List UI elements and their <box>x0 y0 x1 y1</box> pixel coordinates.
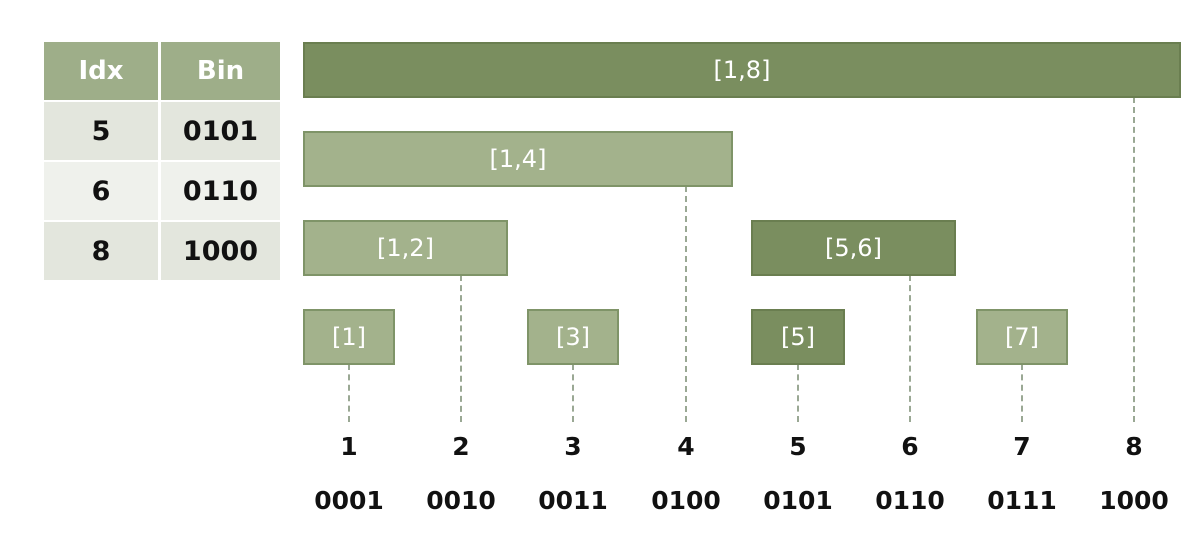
binary-label: 0101 <box>763 486 833 515</box>
connector-line-8 <box>1133 97 1135 422</box>
connector-line-1 <box>348 364 350 422</box>
binary-label: 0001 <box>314 486 384 515</box>
index-label: 5 <box>789 432 807 461</box>
idx-cell: 6 <box>44 162 158 220</box>
binary-label: 1000 <box>1099 486 1169 515</box>
index-label: 2 <box>452 432 470 461</box>
index-binary-table: Idx Bin 5 0101 6 0110 8 1000 <box>44 42 280 282</box>
range-box-1-8: [1,8] <box>303 42 1181 98</box>
table-header-row: Idx Bin <box>44 42 280 100</box>
range-box-5-6: [5,6] <box>751 220 956 276</box>
index-label: 3 <box>564 432 582 461</box>
bin-cell: 0101 <box>161 102 280 160</box>
idx-cell: 5 <box>44 102 158 160</box>
range-box-7: [7] <box>976 309 1068 365</box>
binary-label: 0110 <box>875 486 945 515</box>
table-row: 6 0110 <box>44 162 280 220</box>
range-box-3: [3] <box>527 309 619 365</box>
connector-line-3 <box>572 364 574 422</box>
bin-cell: 0110 <box>161 162 280 220</box>
index-label: 1 <box>340 432 358 461</box>
binary-label: 0011 <box>538 486 608 515</box>
range-box-5: [5] <box>751 309 845 365</box>
binary-label: 0100 <box>651 486 721 515</box>
connector-line-4 <box>685 186 687 422</box>
binary-label: 0010 <box>426 486 496 515</box>
header-idx: Idx <box>44 42 158 100</box>
range-box-1-2: [1,2] <box>303 220 508 276</box>
idx-cell: 8 <box>44 222 158 280</box>
connector-line-5 <box>797 364 799 422</box>
connector-line-6 <box>909 275 911 422</box>
bin-cell: 1000 <box>161 222 280 280</box>
range-box-1: [1] <box>303 309 395 365</box>
range-box-1-4: [1,4] <box>303 131 733 187</box>
connector-line-7 <box>1021 364 1023 422</box>
binary-label: 0111 <box>987 486 1057 515</box>
header-bin: Bin <box>161 42 280 100</box>
index-label: 6 <box>901 432 919 461</box>
index-label: 8 <box>1125 432 1143 461</box>
index-label: 4 <box>677 432 695 461</box>
index-label: 7 <box>1013 432 1031 461</box>
table-row: 8 1000 <box>44 222 280 280</box>
table-row: 5 0101 <box>44 102 280 160</box>
connector-line-2 <box>460 275 462 422</box>
